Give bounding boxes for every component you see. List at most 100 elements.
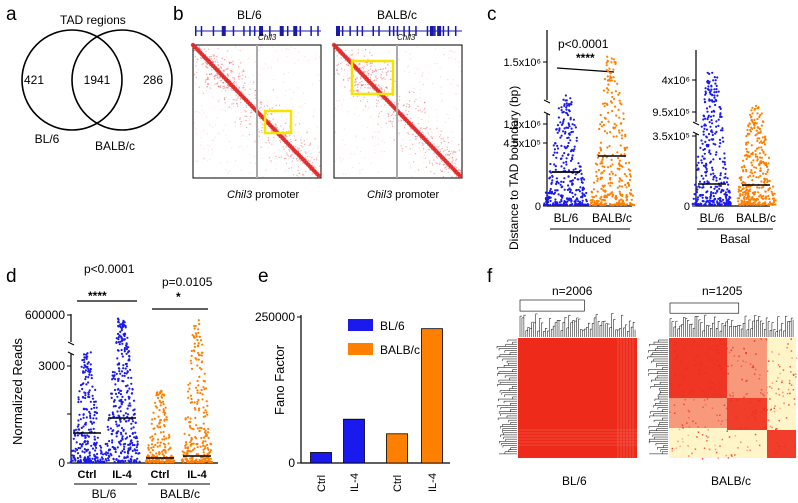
gene-exon: [437, 26, 442, 36]
hic-contact: [205, 66, 208, 68]
d-balbc-il4-dot: [181, 459, 184, 462]
heatmap-cell: [699, 354, 701, 356]
c-basal-balbc-dot: [745, 135, 748, 138]
hic-contact: [440, 86, 442, 88]
hic-contact: [374, 145, 376, 147]
c-induced-bl6-dot: [556, 144, 559, 147]
hic-contact: [459, 169, 462, 172]
hic-contact: [411, 143, 414, 146]
d-bl6-ctrl-dot: [93, 403, 96, 406]
d-bl6-ctrl-dot: [92, 421, 95, 424]
hic-contact: [230, 80, 232, 82]
hic-contact: [259, 107, 261, 109]
d-bl6-ctrl-dot: [84, 369, 87, 372]
hic-contact: [367, 91, 370, 93]
d-bl6-il4-dot: [128, 354, 131, 358]
gene-exon: [388, 26, 391, 36]
hic-contact: [405, 105, 408, 108]
c-induced-bl6-dot: [573, 176, 577, 180]
c-induced-balbc-dot: [607, 83, 610, 86]
hic-contact: [444, 170, 446, 172]
c-basal-bl6-dot: [712, 138, 715, 141]
c-induced-bl6-dot: [582, 203, 585, 206]
c-induced-bl6-dot: [544, 203, 547, 206]
c-basal-balbc-dot: [756, 137, 759, 140]
d-balbc-il4-dot: [202, 444, 205, 447]
d-bl6-il4-dot: [120, 459, 123, 462]
hic-contact: [458, 168, 460, 170]
panel-label-c: c: [487, 4, 497, 25]
d-balbc-il4-dot: [207, 458, 211, 461]
hic-contact: [440, 76, 442, 78]
hic-contact: [411, 129, 413, 131]
hic-contact: [250, 122, 252, 124]
hic-contact: [260, 146, 262, 148]
hic-contact: [199, 111, 201, 113]
hic-contact: [458, 143, 460, 146]
hic-contact: [313, 168, 315, 170]
d-balbc-il4-dot: [199, 456, 203, 459]
d-balbc-ctrl-dot: [154, 405, 157, 408]
c-basal-bl6-dot: [708, 121, 711, 124]
c-induced-bl6-dot: [562, 98, 565, 101]
hic-contact: [227, 171, 229, 173]
gene-exon: [356, 26, 359, 36]
gene-exon: [286, 26, 289, 36]
c-induced-balbc-dot: [613, 203, 616, 206]
hic-contact: [459, 169, 461, 171]
d-bl6-ctrl-dot: [82, 434, 86, 437]
d-bl6-il4-dot: [119, 393, 122, 396]
hic-contact: [193, 73, 196, 76]
hic-contact: [422, 147, 425, 150]
d-balbc-il4-dot: [195, 437, 198, 440]
heatmap-cell: [763, 394, 765, 397]
hic-contact: [292, 106, 294, 108]
hic-contact: [233, 83, 236, 85]
c-induced-bl6-dot: [556, 131, 559, 134]
hic-contact: [312, 148, 314, 150]
heatmap-cell: [755, 353, 757, 355]
c-basal-balbc-dot: [751, 164, 754, 167]
hic-contact: [217, 73, 219, 76]
heatmap-cell: [790, 384, 793, 386]
heatmap-cell: [725, 362, 728, 365]
c-basal-balbc-dot: [752, 159, 755, 162]
hic-contact: [279, 141, 282, 143]
dendrogram-branch: [669, 302, 740, 314]
hic-contact: [261, 101, 263, 103]
d-balbc-ctrl-dot: [155, 459, 158, 462]
c-induced-bl6-dot: [563, 104, 566, 107]
d-bl6-il4-dot: [119, 410, 122, 413]
hic-contact: [236, 102, 238, 105]
d-bl6-il4-dot: [127, 452, 130, 455]
hic-contact: [440, 130, 442, 133]
d-bl6-il4-dot: [127, 447, 130, 450]
hic-contact: [276, 134, 279, 136]
d-balbc-ctrl-dot: [147, 460, 151, 464]
heatmap-cell: [688, 411, 691, 413]
d-bl6-ctrl-dot: [80, 445, 83, 448]
c-basal-bl6-dot: [694, 197, 697, 200]
c-induced-balbc-dot: [610, 192, 613, 195]
heatmap-cell: [730, 454, 733, 456]
d-bl6-il4-dot: [134, 452, 138, 455]
c-basal-bl6-dot: [708, 199, 711, 202]
f-right-heatmap-texture: [669, 338, 798, 460]
hic-contact: [377, 88, 379, 91]
c-induced-balbc-dot: [594, 162, 598, 165]
d-bl6-ctrl-dot: [70, 449, 74, 453]
d-bl6-il4-dot: [116, 317, 120, 320]
c-induced-balbc-dot: [625, 193, 628, 196]
c-induced-bl6-dot: [568, 199, 571, 202]
hic-contact: [300, 136, 302, 138]
heatmap-cell: [674, 350, 676, 353]
d-bl6-il4-dot: [134, 437, 137, 440]
hic-contact: [347, 78, 349, 80]
hic-contact: [435, 109, 437, 111]
d-bl6-il4-dot: [123, 350, 126, 353]
hic-contact: [408, 139, 411, 141]
hic-contact: [284, 134, 287, 136]
heatmap-cell: [760, 411, 763, 413]
c-induced-bl6-dot: [568, 125, 571, 128]
hic-contact: [408, 91, 410, 93]
